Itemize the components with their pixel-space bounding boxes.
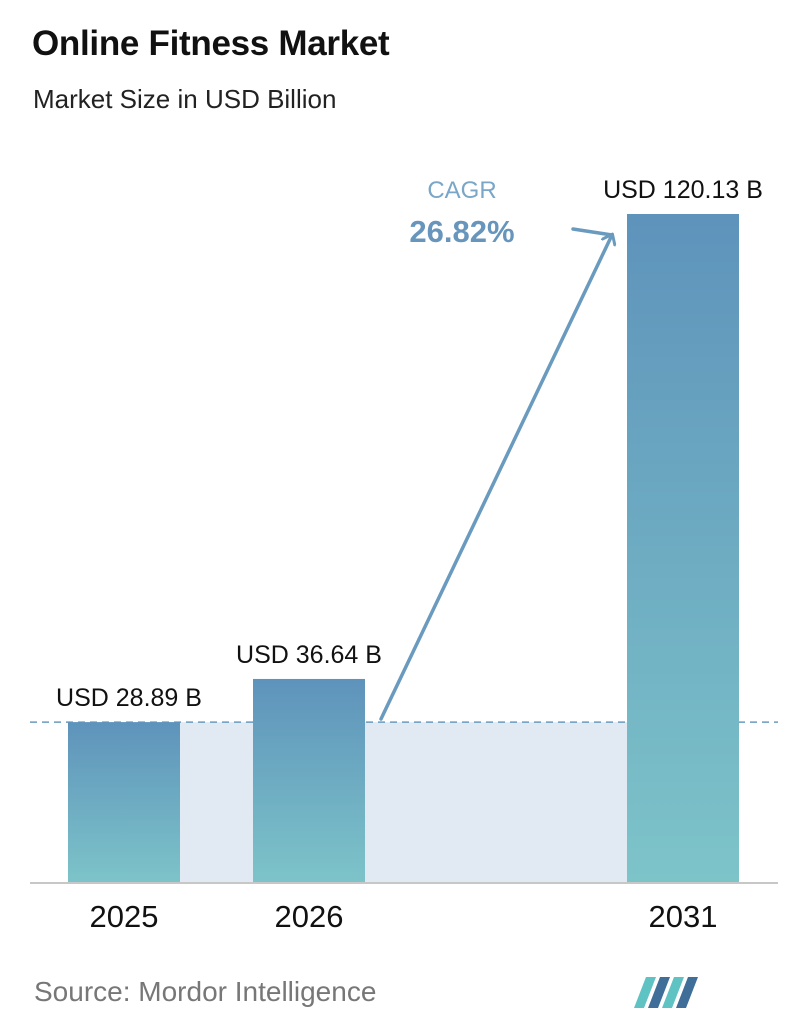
logo-left-shape — [634, 977, 656, 1008]
mordor-intelligence-logo — [634, 977, 698, 1008]
logo-right-shape — [676, 977, 698, 1008]
bars — [68, 214, 739, 883]
x-tick-2026: 2026 — [275, 899, 344, 934]
cagr-arrow-head — [571, 227, 614, 237]
x-tick-2031: 2031 — [649, 899, 718, 934]
bar-2025 — [68, 722, 180, 883]
data-label-2031: USD 120.13 B — [603, 176, 763, 204]
data-label-2025: USD 28.89 B — [56, 684, 202, 712]
bar-2026 — [253, 678, 365, 883]
cagr-value: 26.82% — [409, 214, 514, 249]
x-tick-2025: 2025 — [90, 899, 159, 934]
chart-title: Online Fitness Market — [32, 24, 390, 63]
data-labels: USD 28.89 B USD 36.64 B USD 120.13 B — [56, 176, 763, 712]
bar-2031 — [627, 214, 739, 883]
data-label-2026: USD 36.64 B — [236, 641, 382, 669]
chart-subtitle: Market Size in USD Billion — [33, 84, 337, 114]
cagr-arrow — [379, 235, 612, 721]
logo-mid-shape — [648, 977, 670, 1008]
logo-mid2-shape — [662, 977, 684, 1008]
cagr-label: CAGR — [427, 177, 496, 204]
x-tick-labels: 2025 2026 2031 — [90, 899, 718, 934]
source-note: Source: Mordor Intelligence — [34, 976, 377, 1007]
